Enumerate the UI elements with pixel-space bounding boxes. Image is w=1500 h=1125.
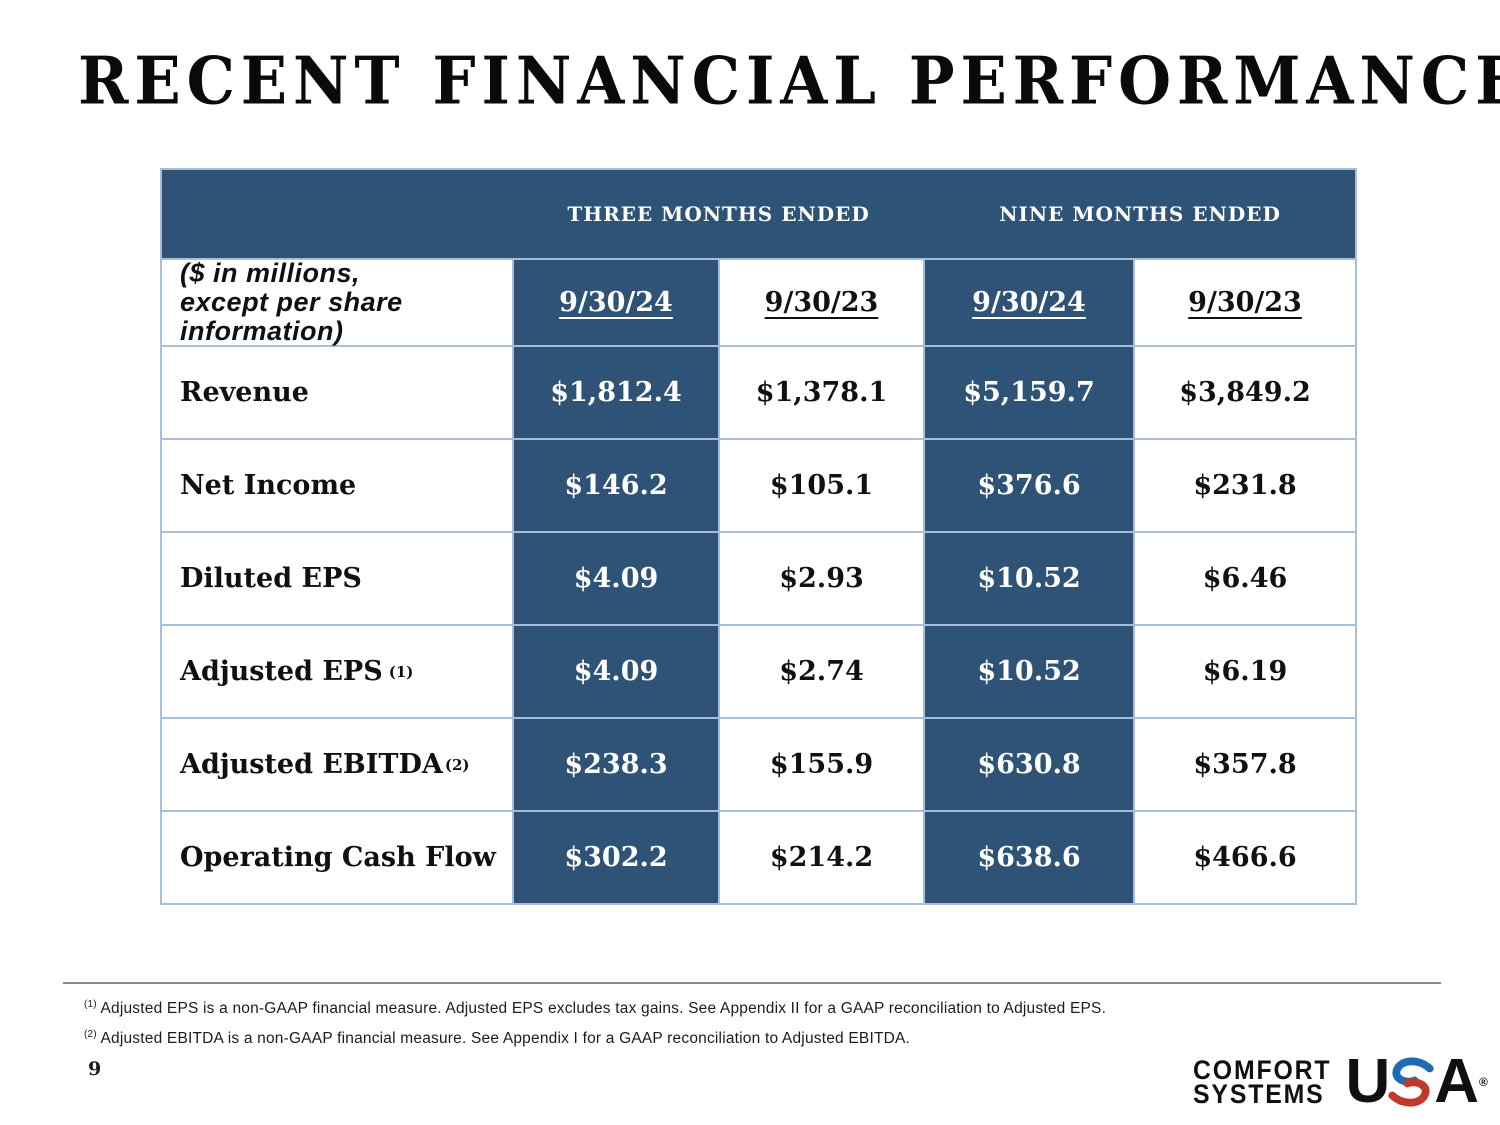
table-cell: $4.09 <box>514 626 718 717</box>
date-label: 9/30/23 <box>1188 287 1302 318</box>
column-header-ytd-2023: 9/30/23 <box>1135 260 1355 345</box>
table-cell: $3,849.2 <box>1135 347 1355 438</box>
table-cell: $2.74 <box>720 626 923 717</box>
table-cell: $638.6 <box>925 812 1133 903</box>
table-cell: $4.09 <box>514 533 718 624</box>
logo-word-systems: SYSTEMS <box>1193 1079 1325 1109</box>
table-cell: $5,159.7 <box>925 347 1133 438</box>
logo-wordmark: COMFORT SYSTEMS <box>1193 1055 1332 1109</box>
footnote-1-text: Adjusted EPS is a non-GAAP financial mea… <box>100 1000 1107 1018</box>
row-label-text: Net Income <box>180 470 357 501</box>
date-label: 9/30/23 <box>764 287 879 318</box>
footnote-divider <box>63 982 1441 984</box>
row-label-text: Diluted EPS <box>180 563 362 594</box>
table-header-band: THREE MONTHS ENDED NINE MONTHS ENDED <box>162 170 1355 258</box>
group-header-three-months: THREE MONTHS ENDED <box>567 202 870 226</box>
table-cell: $155.9 <box>720 719 923 810</box>
table-cell: $231.8 <box>1135 440 1355 531</box>
footnote-line-2: (2) Adjusted EBITDA is a non-GAAP financ… <box>84 1022 1106 1052</box>
logo-word-comfort: COMFORT <box>1193 1055 1332 1085</box>
group-header-nine-months: NINE MONTHS ENDED <box>999 202 1281 226</box>
row-label-text: Adjusted EPS <box>180 656 383 687</box>
footnote-2-text: Adjusted EBITDA is a non-GAAP financial … <box>100 1030 911 1048</box>
table-cell: $357.8 <box>1135 719 1355 810</box>
logo-letter-a: A <box>1434 1047 1479 1116</box>
usa-swoosh-s-icon <box>1388 1057 1434 1107</box>
table-cell: $146.2 <box>514 440 718 531</box>
registered-trademark-icon: ® <box>1479 1075 1488 1089</box>
table-cell: $6.46 <box>1135 533 1355 624</box>
column-header-q-2023: 9/30/23 <box>720 260 923 345</box>
column-header-q-2024: 9/30/24 <box>514 260 718 345</box>
table-units-note: ($ in millions, except per share informa… <box>162 259 512 346</box>
table-cell: $1,378.1 <box>720 347 923 438</box>
table-cell: $630.8 <box>925 719 1133 810</box>
table-cell: $6.19 <box>1135 626 1355 717</box>
date-label: 9/30/24 <box>972 287 1086 318</box>
table-cell: $105.1 <box>720 440 923 531</box>
row-label-text: Adjusted EBITDA <box>180 749 443 780</box>
logo-usa: U A ® <box>1345 1047 1488 1116</box>
table-cell: $2.93 <box>720 533 923 624</box>
row-label-revenue: Revenue <box>162 347 512 438</box>
table-cell: $466.6 <box>1135 812 1355 903</box>
comfort-systems-usa-logo: COMFORT SYSTEMS U A ® <box>1193 1047 1488 1116</box>
row-label-adjusted-eps: Adjusted EPS (1) <box>162 626 512 717</box>
footnotes: (1) Adjusted EPS is a non-GAAP financial… <box>84 992 1106 1052</box>
logo-letter-u: U <box>1345 1047 1390 1116</box>
date-label: 9/30/24 <box>559 287 673 318</box>
row-label-net-income: Net Income <box>162 440 512 531</box>
row-label-text: Operating Cash Flow <box>180 842 496 873</box>
row-label-adjusted-ebitda: Adjusted EBITDA (2) <box>162 719 512 810</box>
footnote-2-marker: (2) <box>84 1029 97 1041</box>
table-cell: $214.2 <box>720 812 923 903</box>
row-label-operating-cash-flow: Operating Cash Flow <box>162 812 512 903</box>
footnote-line-1: (1) Adjusted EPS is a non-GAAP financial… <box>84 992 1106 1022</box>
row-label-diluted-eps: Diluted EPS <box>162 533 512 624</box>
page-title: RECENT FINANCIAL PERFORMANCE <box>78 42 1500 120</box>
table-cell: $238.3 <box>514 719 718 810</box>
footnote-1-marker: (1) <box>84 999 97 1010</box>
page-number: 9 <box>88 1058 102 1080</box>
financial-table: THREE MONTHS ENDED NINE MONTHS ENDED ($ … <box>160 168 1357 905</box>
table-cell: $10.52 <box>925 533 1133 624</box>
table-cell: $10.52 <box>925 626 1133 717</box>
column-header-ytd-2024: 9/30/24 <box>925 260 1133 345</box>
table-cell: $1,812.4 <box>514 347 718 438</box>
table-cell: $376.6 <box>925 440 1133 531</box>
table-cell: $302.2 <box>514 812 718 903</box>
row-label-text: Revenue <box>180 377 309 408</box>
